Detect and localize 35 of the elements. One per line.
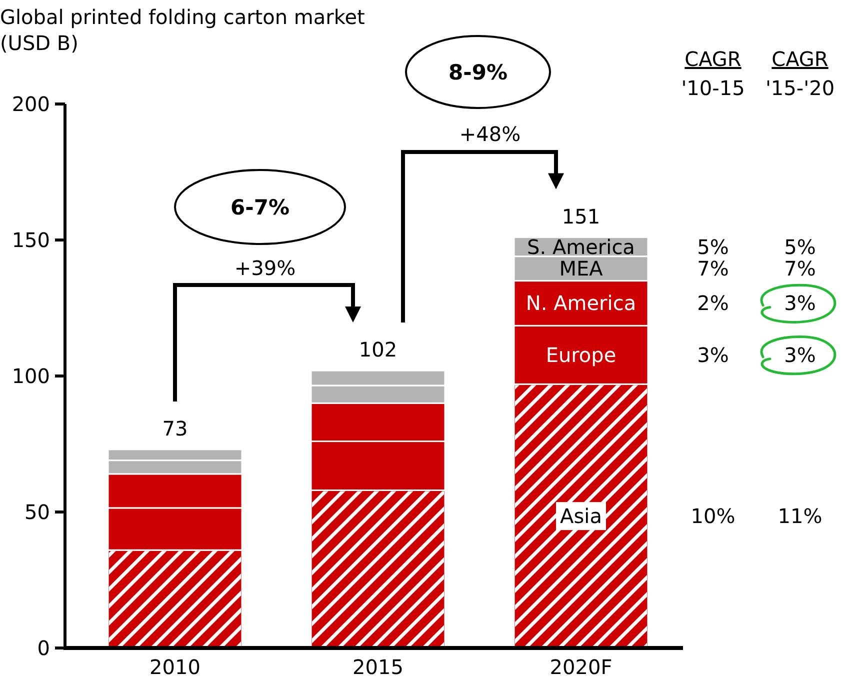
text: 11% — [778, 504, 822, 528]
chart-title: Global printed folding carton market (USD B) — [0, 5, 366, 55]
text: 5% — [697, 234, 729, 259]
text: CAGR — [684, 47, 742, 71]
y-tick-label: 200 — [12, 92, 50, 116]
text: '15-'20 — [765, 76, 835, 100]
text: 5% — [784, 234, 816, 259]
text: 7% — [784, 256, 816, 281]
x-tick-label: 2015 — [352, 655, 404, 679]
text: 7% — [697, 256, 729, 281]
annotation: 6-7% — [230, 195, 290, 220]
y-tick-label: 100 — [12, 364, 50, 388]
x-tick-label: 2010 — [150, 655, 200, 679]
text: 3% — [784, 342, 816, 367]
x-tick-label: 2020F — [550, 655, 612, 679]
text: 3% — [697, 342, 729, 367]
y-tick-label: 50 — [24, 500, 50, 524]
total-label: 73 — [162, 416, 188, 440]
series-label: Asia — [560, 504, 602, 528]
y-tick-label: 150 — [12, 228, 50, 252]
series-label: MEA — [559, 256, 604, 281]
text: 3% — [784, 291, 816, 316]
text: '10-15 — [681, 76, 745, 100]
text: 2% — [697, 291, 729, 316]
annotation: +39% — [234, 256, 296, 280]
y-tick-label: 0 — [37, 636, 50, 660]
series-label: S. America — [527, 234, 635, 259]
series-label: N. America — [526, 291, 636, 316]
text: 10% — [690, 504, 736, 528]
text: 8-9% — [448, 60, 508, 84]
series-label: Europe — [546, 342, 616, 367]
total-label: 102 — [358, 338, 398, 362]
text: CAGR — [772, 47, 828, 71]
total-label: 151 — [562, 204, 600, 228]
annotation: +48% — [459, 122, 521, 146]
